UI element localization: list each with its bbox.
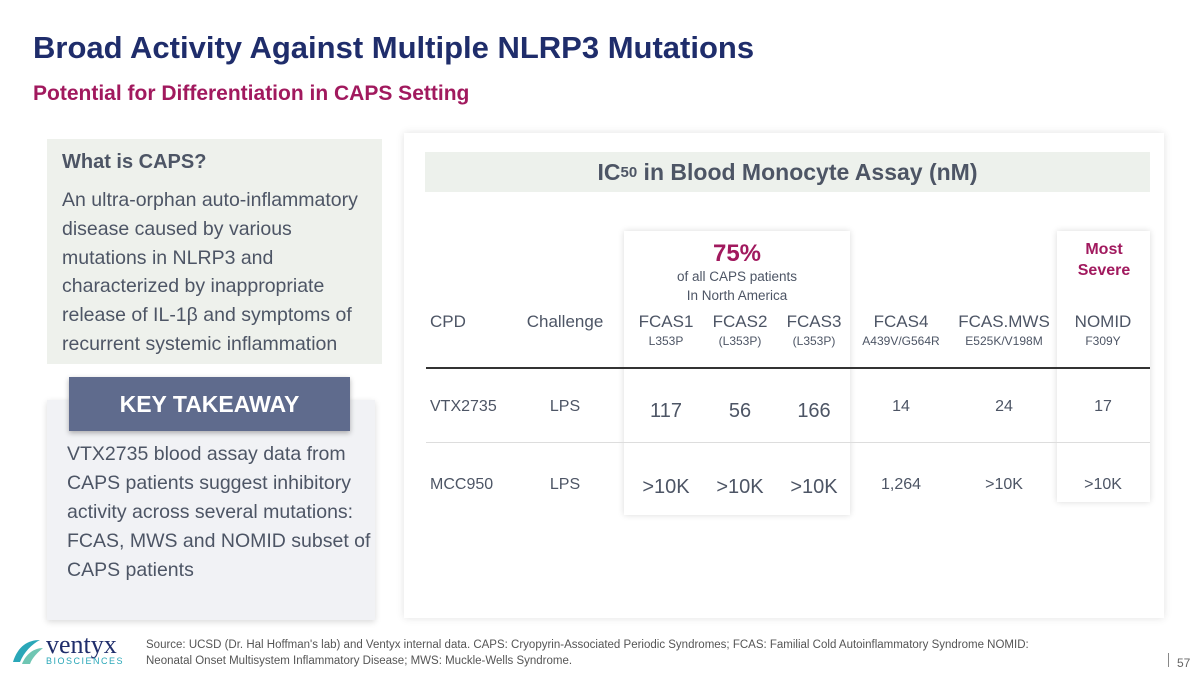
cell-r1-cpd: VTX2735 (430, 398, 497, 415)
page-title: Broad Activity Against Multiple NLRP3 Mu… (33, 30, 755, 65)
callout-percent: 75% (712, 240, 762, 267)
callout-line1: of all CAPS patients (676, 269, 798, 284)
sub-fcas4: A439V/G564R (862, 334, 940, 348)
logo-name: ventyx (46, 630, 117, 659)
source-footnote: Source: UCSD (Dr. Hal Hoffman's lab) and… (146, 639, 1029, 667)
cell-r2-challenge: LPS (549, 476, 581, 493)
header-nomid: NOMID (1074, 312, 1132, 331)
sub-fcas3: (L353P) (792, 334, 836, 348)
logo-tag: BIOSCIENCES (46, 656, 125, 666)
header-fcas2: FCAS2 (712, 312, 768, 331)
ventyx-logo: ventyx BIOSCIENCES (10, 630, 130, 668)
takeaway-text: VTX2735 blood assay data from CAPS patie… (67, 443, 371, 581)
cell-r1-fcas1: 117 (650, 400, 682, 422)
title-rest: in Blood Monocyte Assay (nM) (637, 158, 978, 185)
page-number: 57 (1177, 656, 1191, 670)
header-challenge: Challenge (526, 312, 604, 331)
page-subtitle: Potential for Differentiation in CAPS Se… (33, 82, 470, 105)
severe-line2: Severe (1077, 262, 1131, 279)
takeaway-box (47, 400, 375, 620)
cell-r1-fcas4: 14 (892, 398, 910, 415)
row-divider (426, 442, 1150, 443)
cell-r1-fcas2: 56 (728, 400, 752, 422)
cell-r2-fcas2: >10K (716, 476, 764, 498)
sub-nomid: F309Y (1085, 334, 1121, 348)
ventyx-logo-mark-icon (13, 640, 43, 664)
cell-r1-fcas-mws: 24 (995, 398, 1013, 415)
sub-fcas2: (L353P) (718, 334, 762, 348)
takeaway-badge: KEY TAKEAWAY (69, 377, 350, 431)
header-fcas3: FCAS3 (786, 312, 842, 331)
cell-r1-challenge: LPS (549, 398, 581, 415)
title-sub: 50 (620, 163, 638, 181)
cell-r2-fcas1: >10K (642, 476, 690, 498)
cell-r2-fcas3: >10K (790, 476, 838, 498)
sub-fcas-mws: E525K/V198M (965, 334, 1043, 348)
page-divider (1168, 653, 1169, 667)
severe-line1: Most (1085, 241, 1123, 258)
cell-r2-nomid: >10K (1084, 476, 1122, 493)
header-cpd: CPD (430, 312, 466, 331)
callout-line2: In North America (686, 288, 788, 303)
fcas-highlight (624, 231, 850, 515)
cell-r2-cpd: MCC950 (430, 476, 494, 493)
cell-r1-nomid: 17 (1094, 398, 1112, 415)
title-ic: IC (597, 158, 621, 185)
table-title: IC 50 in Blood Monocyte Assay (nM) (425, 152, 1150, 192)
header-rule (426, 367, 1150, 369)
sub-fcas1: L353P (648, 334, 684, 348)
nomid-highlight (1057, 231, 1150, 502)
cell-r2-fcas4: 1,264 (880, 476, 922, 493)
caps-info-box (47, 139, 382, 364)
caps-text: An ultra-orphan auto-inflammatory diseas… (62, 189, 358, 355)
header-fcas1: FCAS1 (638, 312, 694, 331)
cell-r2-fcas-mws: >10K (985, 476, 1023, 493)
cell-r1-fcas3: 166 (797, 400, 831, 422)
header-fcas-mws: FCAS.MWS (958, 312, 1050, 331)
caps-heading: What is CAPS? (62, 151, 207, 173)
header-fcas4: FCAS4 (873, 312, 929, 331)
